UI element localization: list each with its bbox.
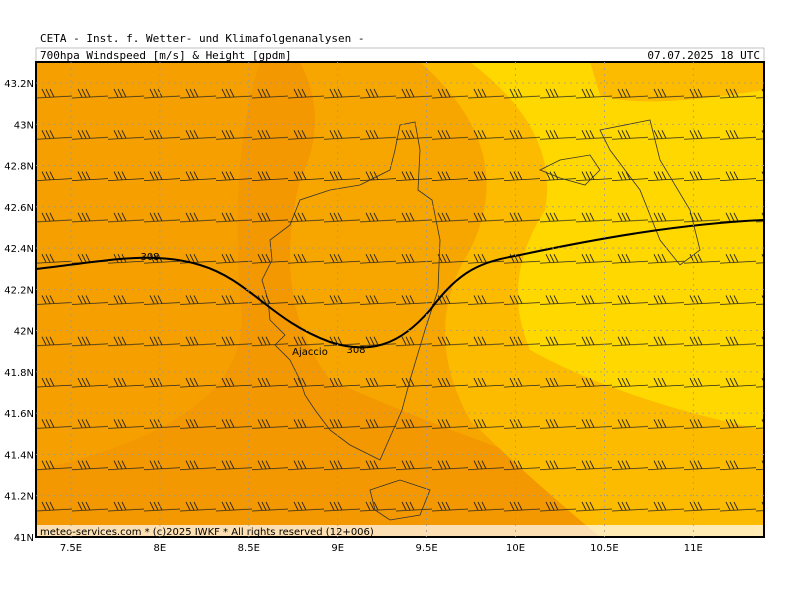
lon-label: 10E bbox=[506, 543, 525, 554]
lat-label: 41N bbox=[14, 533, 34, 544]
lon-label: 7.5E bbox=[60, 543, 82, 554]
lat-label: 41.6N bbox=[4, 409, 34, 420]
map-frame bbox=[35, 61, 765, 538]
lon-label: 8E bbox=[154, 543, 167, 554]
lat-label: 42.8N bbox=[4, 162, 34, 173]
lon-label: 9.5E bbox=[415, 543, 437, 554]
lat-label: 43N bbox=[14, 120, 34, 131]
lon-label: 9E bbox=[331, 543, 344, 554]
lon-label: 8.5E bbox=[238, 543, 260, 554]
lat-label: 41.2N bbox=[4, 492, 34, 503]
valid-time: 07.07.2025 18 UTC bbox=[647, 49, 760, 62]
contour-label: 308 bbox=[346, 345, 365, 356]
lon-label: 10.5E bbox=[590, 543, 619, 554]
coastline-other bbox=[369, 119, 701, 521]
lat-label: 42.4N bbox=[4, 244, 34, 255]
product: 700hpa Windspeed [m/s] & Height [gpdm] bbox=[40, 49, 292, 62]
map-area bbox=[36, 62, 764, 537]
coastline bbox=[261, 121, 441, 461]
footer: meteo-services.com * (c)2025 IWKF * All … bbox=[40, 527, 374, 538]
wind-barbs bbox=[36, 62, 764, 537]
footer-strip bbox=[36, 525, 764, 537]
lat-label: 41.8N bbox=[4, 368, 34, 379]
lat-label: 42N bbox=[14, 327, 34, 338]
lat-label: 42.6N bbox=[4, 203, 34, 214]
lat-label: 43.2N bbox=[4, 79, 34, 90]
height-contour bbox=[36, 219, 764, 349]
place-label: Ajaccio bbox=[292, 347, 328, 358]
title: CETA - Inst. f. Wetter- und Klimafolgena… bbox=[40, 32, 365, 45]
lon-label: 11E bbox=[684, 543, 703, 554]
lat-label: 41.4N bbox=[4, 450, 34, 461]
contour-label: 308 bbox=[140, 252, 159, 263]
lat-label: 42.2N bbox=[4, 285, 34, 296]
